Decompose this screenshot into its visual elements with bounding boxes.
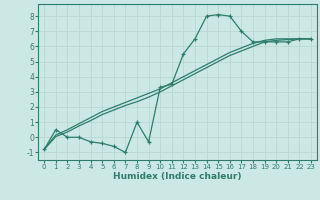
X-axis label: Humidex (Indice chaleur): Humidex (Indice chaleur) bbox=[113, 172, 242, 181]
